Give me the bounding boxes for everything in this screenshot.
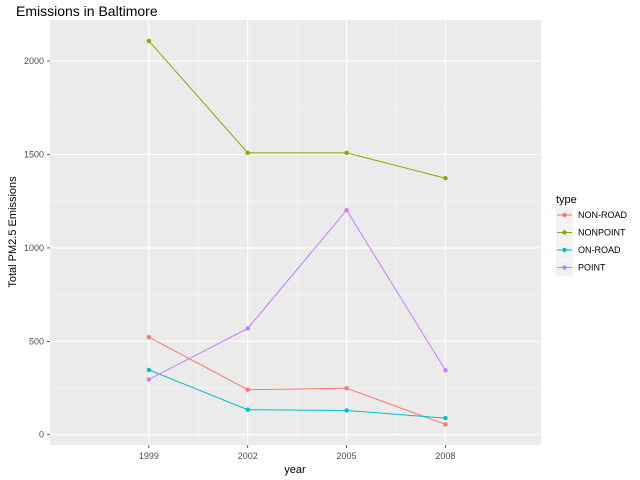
data-point-non-road xyxy=(443,422,448,427)
data-point-nonpoint xyxy=(245,150,250,156)
data-point-on-road xyxy=(245,407,250,412)
legend-key-point-point xyxy=(562,265,567,270)
chart-title: Emissions in Baltimore xyxy=(16,3,158,19)
legend-label-point: POINT xyxy=(578,263,606,273)
data-point-point xyxy=(443,368,448,373)
data-point-non-road xyxy=(344,386,349,391)
data-point-nonpoint xyxy=(344,150,349,156)
y-tick-label: 1000 xyxy=(24,243,44,253)
data-point-nonpoint xyxy=(146,38,152,44)
x-tick-label: 2008 xyxy=(435,451,455,461)
y-tick-label: 500 xyxy=(29,336,44,346)
series-line-point xyxy=(148,209,446,380)
y-tick-label: 0 xyxy=(39,430,44,440)
x-tick-label: 2002 xyxy=(238,451,258,461)
y-tick-label: 2000 xyxy=(24,56,44,66)
legend-title: type xyxy=(556,194,577,206)
legend-key-point-on-road xyxy=(562,247,567,253)
x-tick-label: 2005 xyxy=(337,451,357,461)
x-tick-label: 1999 xyxy=(139,451,159,461)
plot-panel xyxy=(50,20,541,445)
x-axis-title: year xyxy=(284,464,306,476)
data-point-on-road xyxy=(443,415,448,421)
data-point-point xyxy=(146,377,152,382)
legend-label-non-road: NON-ROAD xyxy=(578,210,627,220)
series-line-nonpoint xyxy=(148,40,446,179)
legend-label-nonpoint: NONPOINT xyxy=(578,228,626,238)
legend-label-on-road: ON-ROAD xyxy=(578,245,621,255)
data-point-non-road xyxy=(245,387,250,392)
legend-key-point-nonpoint xyxy=(562,230,567,235)
y-tick-label: 1500 xyxy=(24,150,44,160)
y-axis-title: Total PM2.5 Emissions xyxy=(7,176,19,288)
legend: type NON-ROAD NONPOINT ON-ROAD POINT xyxy=(556,194,627,277)
data-point-non-road xyxy=(146,335,152,340)
series-layer xyxy=(146,38,448,427)
axes: 0 500 1000 1500 2000 1999 2002 2005 2008 xyxy=(24,56,455,461)
legend-key-point-non-road xyxy=(562,212,567,218)
series-line-on-road xyxy=(148,369,446,419)
data-point-on-road xyxy=(146,367,152,373)
grid xyxy=(50,20,541,445)
data-point-nonpoint xyxy=(443,176,448,181)
data-point-point xyxy=(245,326,250,331)
data-point-on-road xyxy=(344,408,349,413)
series-line-non-road xyxy=(148,336,446,425)
data-point-point xyxy=(344,207,349,213)
